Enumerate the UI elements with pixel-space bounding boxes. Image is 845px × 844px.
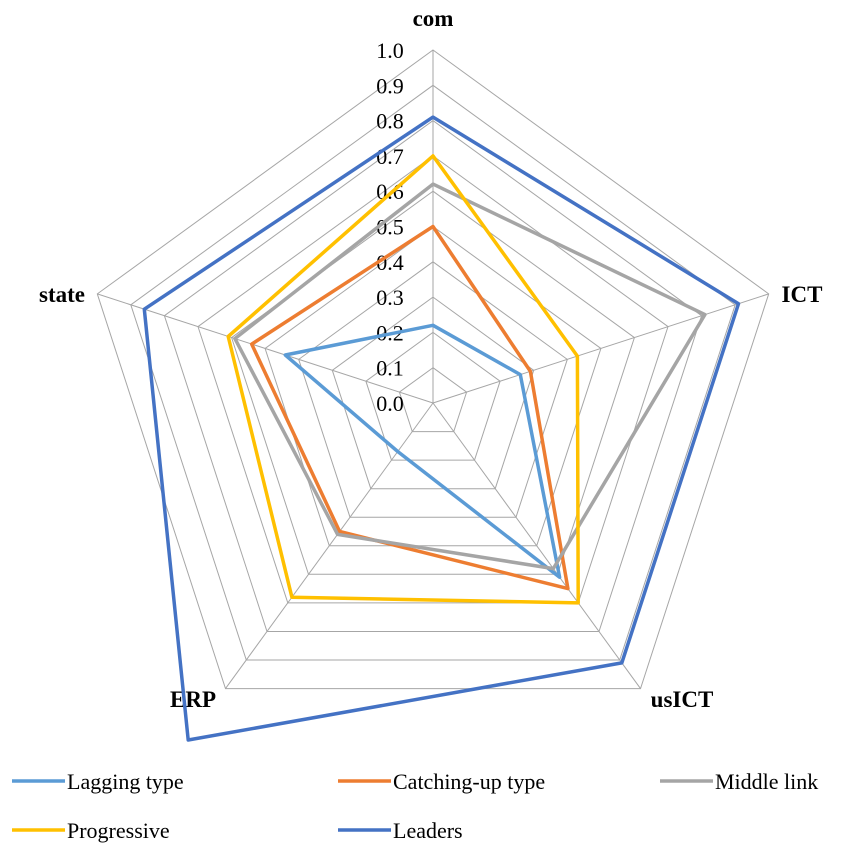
axis-labels: com ICT usICT ERP state [39, 6, 822, 712]
series-lines [144, 117, 738, 740]
series-line-lagging-type [285, 325, 559, 577]
legend-item-leaders: Leaders [338, 818, 463, 843]
legend-label-leaders: Leaders [393, 818, 463, 843]
axis-label-com: com [413, 6, 454, 31]
axis-label-ict: ICT [782, 282, 823, 307]
tick-label: 0.9 [376, 73, 404, 98]
legend-item-lagging: Lagging type [12, 769, 184, 794]
legend: Lagging type Catching-up type Middle lin… [12, 769, 818, 843]
tick-label: 1.0 [376, 38, 404, 63]
tick-label: 0.8 [376, 109, 404, 134]
axis-label-usict: usICT [651, 687, 714, 712]
tick-label: 0.3 [376, 285, 404, 310]
grid-spoke [433, 294, 769, 403]
radar-grid [97, 50, 768, 689]
series-line-catching-up-type [252, 227, 568, 589]
legend-item-progressive: Progressive [12, 818, 170, 843]
axis-label-state: state [39, 282, 85, 307]
legend-item-catching-up: Catching-up type [338, 769, 545, 794]
legend-label-lagging: Lagging type [67, 769, 184, 794]
legend-label-middle-link: Middle link [715, 769, 818, 794]
tick-label: 0.0 [376, 391, 404, 416]
series-line-leaders [144, 117, 738, 740]
tick-label: 0.1 [376, 356, 404, 381]
legend-item-middle-link: Middle link [660, 769, 818, 794]
axis-label-erp: ERP [170, 687, 216, 712]
legend-label-progressive: Progressive [67, 818, 170, 843]
legend-label-catching-up: Catching-up type [393, 769, 545, 794]
